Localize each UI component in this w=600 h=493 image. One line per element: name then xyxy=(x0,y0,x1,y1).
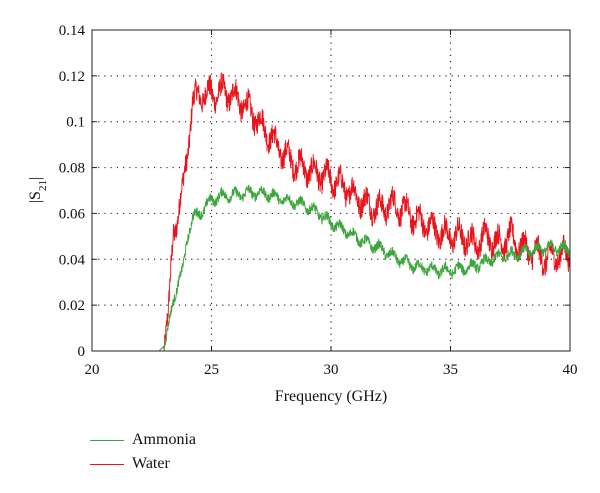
y-tick-label: 0.14 xyxy=(59,23,86,39)
tick-labels: 20 25 30 35 40 0 0.02 0.04 0.06 0.08 0.1 0.12 0.14 xyxy=(59,23,578,378)
y-axis-label-sub: 21 xyxy=(37,180,49,191)
x-tick-label: 20 xyxy=(85,362,100,378)
y-tick-label: 0.12 xyxy=(59,69,85,85)
y-axis-label-end: | xyxy=(27,177,44,180)
y-tick-label: 0.04 xyxy=(59,252,86,268)
x-tick-label: 40 xyxy=(563,362,578,378)
series-layer xyxy=(92,72,571,352)
grid-lines xyxy=(92,30,570,351)
y-tick-label: 0.02 xyxy=(59,298,85,314)
y-axis-label-base: |S xyxy=(27,191,44,203)
x-tick-label: 35 xyxy=(443,362,458,378)
legend-label-water: Water xyxy=(132,455,170,472)
x-tick-label: 30 xyxy=(324,362,339,378)
y-tick-label: 0 xyxy=(78,344,86,360)
legend-swatch-ammonia xyxy=(90,439,124,441)
s21-chart: 20 25 30 35 40 0 0.02 0.04 0.06 0.08 0.1 0.12 0.14 F… xyxy=(27,23,578,405)
x-tick-label: 25 xyxy=(204,362,219,378)
series-line-water xyxy=(92,72,571,352)
y-tick-label: 0.06 xyxy=(59,206,86,222)
legend-item-ammonia: Ammonia xyxy=(90,428,196,452)
series-line-ammonia xyxy=(92,184,571,352)
legend-swatch-water xyxy=(90,463,124,465)
y-tick-label: 0.1 xyxy=(66,115,85,131)
y-tick-label: 0.08 xyxy=(59,161,85,177)
legend-label-ammonia: Ammonia xyxy=(132,431,196,448)
legend-item-water: Water xyxy=(90,452,196,476)
legend: Ammonia Water xyxy=(90,428,196,476)
x-axis-label: Frequency (GHz) xyxy=(275,388,387,405)
y-axis-label: |S21| xyxy=(27,177,49,203)
tick-marks xyxy=(91,29,571,352)
